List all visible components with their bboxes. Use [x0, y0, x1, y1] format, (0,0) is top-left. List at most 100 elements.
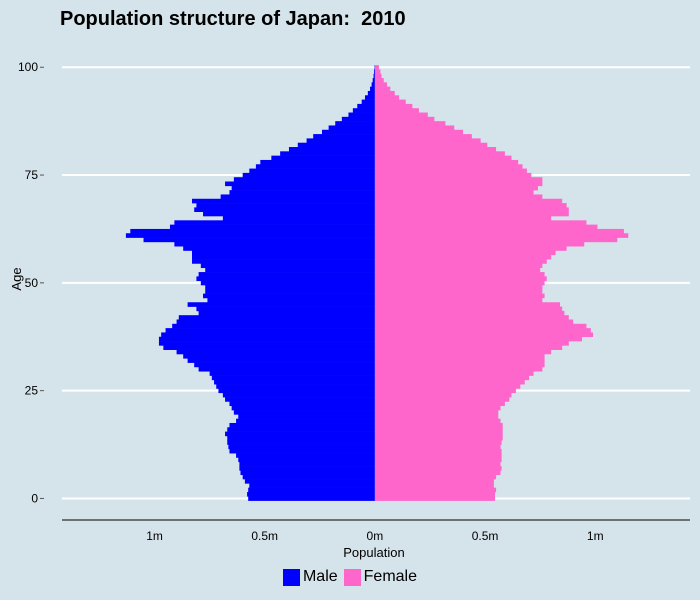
bar-male-age-60 [143, 237, 375, 243]
bar-female-age-76 [374, 168, 527, 174]
bar-male-age-9 [238, 457, 375, 463]
x-tick-label-3: 0.5m [472, 529, 499, 543]
bar-male-age-72 [231, 185, 375, 191]
bar-female-age-39 [374, 328, 591, 333]
bar-male-age-29 [209, 371, 375, 376]
bar-male-age-64 [174, 220, 375, 225]
legend-item-female[interactable]: Female [343, 568, 417, 586]
x-tick-label-4: 1m [587, 529, 604, 543]
bar-male-age-70 [220, 194, 375, 200]
bar-female-age-3 [374, 483, 494, 488]
bar-male-age-66 [203, 211, 375, 217]
bar-female-age-59 [374, 241, 585, 247]
bar-male-age-22 [229, 401, 375, 407]
bar-female-age-13 [374, 440, 502, 445]
bar-female-age-7 [374, 466, 502, 471]
bar-female-age-80 [374, 151, 505, 156]
bar-male-age-27 [214, 379, 375, 385]
bar-male-age-87 [335, 121, 375, 126]
bar-female-age-66 [374, 211, 569, 217]
bar-male-age-47 [203, 293, 375, 299]
bar-female-age-44 [374, 306, 563, 312]
bar-male-age-88 [341, 116, 375, 122]
bar-female-age-15 [374, 431, 503, 437]
bar-female-age-45 [374, 302, 560, 307]
bar-male-age-53 [205, 267, 375, 273]
bar-male-age-86 [328, 125, 375, 131]
bar-female-age-100 [374, 65, 379, 70]
legend-item-male[interactable]: Male [282, 568, 338, 586]
bar-female-age-25 [374, 388, 516, 394]
y-axis-label: Age [9, 267, 24, 290]
bar-male-age-75 [242, 172, 375, 178]
bar-male-age-31 [194, 362, 375, 368]
bar-male-age-44 [196, 306, 375, 312]
bar-female-age-30 [374, 366, 543, 372]
bar-female-age-24 [374, 392, 512, 398]
bar-male-age-5 [242, 474, 375, 480]
bar-male-age-40 [172, 323, 375, 329]
bar-male-age-33 [183, 353, 375, 359]
bar-male-age-52 [198, 272, 375, 277]
bar-male-age-11 [229, 448, 375, 454]
bar-female-age-87 [374, 121, 446, 126]
bar-female-age-55 [374, 259, 547, 264]
bar-male-age-61 [125, 233, 375, 238]
bar-male-age-85 [322, 129, 375, 135]
bar-male-age-48 [205, 289, 375, 294]
bar-female-age-98 [374, 73, 382, 79]
bar-female-age-11 [374, 448, 502, 454]
bar-male-age-96 [371, 82, 375, 87]
bar-female-age-63 [374, 224, 598, 230]
bar-male-age-81 [288, 147, 375, 152]
bar-female-age-77 [374, 164, 523, 169]
bar-male-age-68 [196, 203, 375, 208]
bar-male-age-94 [367, 90, 375, 96]
bar-male-age-41 [176, 319, 375, 325]
bar-male-age-34 [176, 349, 375, 355]
bar-female-age-99 [374, 69, 381, 75]
bar-female-age-2 [374, 487, 497, 493]
bar-female-age-88 [374, 116, 435, 122]
bar-female-age-27 [374, 379, 525, 385]
legend-label-male: Male [302, 568, 338, 585]
bar-male-age-4 [244, 479, 375, 484]
bar-male-age-14 [227, 435, 375, 441]
x-tick-label-1: 0.5m [251, 529, 278, 543]
bar-female-age-33 [374, 353, 545, 359]
bar-female-age-58 [374, 246, 567, 251]
bar-female-age-74 [374, 177, 543, 182]
bar-female-age-53 [374, 267, 541, 273]
y-tick-label-75: 75 [25, 168, 39, 182]
bar-male-age-1 [247, 491, 375, 497]
bar-male-age-55 [192, 259, 375, 264]
bar-female-age-1 [374, 491, 495, 497]
bar-male-age-10 [236, 453, 375, 458]
bar-male-age-12 [228, 444, 375, 450]
bar-male-age-25 [218, 388, 375, 394]
bar-male-age-0 [248, 496, 375, 501]
bar-male-age-18 [236, 418, 375, 424]
bar-male-age-13 [227, 440, 375, 445]
bar-male-age-65 [222, 216, 375, 221]
male-swatch [282, 568, 300, 586]
bar-female-age-60 [374, 237, 618, 243]
bar-female-age-70 [374, 194, 543, 200]
female-bars [374, 65, 629, 501]
bar-male-age-17 [229, 422, 375, 428]
bar-female-age-35 [374, 345, 563, 350]
bar-female-age-83 [374, 138, 481, 144]
male-bars [125, 65, 375, 501]
bar-female-age-37 [374, 336, 583, 342]
bar-female-age-43 [374, 310, 565, 316]
bar-female-age-6 [374, 470, 501, 476]
bar-female-age-48 [374, 289, 543, 294]
bar-female-age-4 [374, 479, 494, 484]
bar-female-age-57 [374, 250, 556, 256]
bar-male-age-38 [161, 332, 375, 338]
bar-female-age-42 [374, 315, 569, 320]
bar-female-age-81 [374, 147, 497, 152]
bar-female-age-26 [374, 384, 521, 389]
bar-male-age-37 [158, 336, 375, 342]
